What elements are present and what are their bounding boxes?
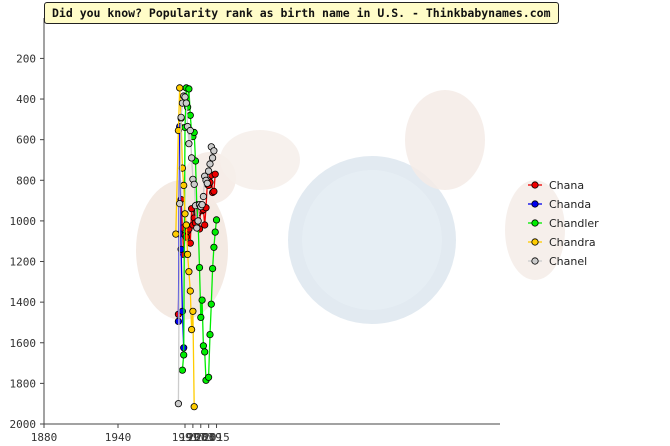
x-tick-label: 1880 <box>31 431 58 444</box>
data-point-chanel <box>193 224 201 232</box>
data-point-chandler <box>178 366 186 374</box>
legend-label-chandler: Chandler <box>549 217 599 230</box>
data-point-chanel <box>185 140 193 148</box>
chart-axes: 200 400 600 800 1000 1200 1400 1600 1800 20001880… <box>10 18 500 444</box>
data-point-chandler <box>185 85 193 93</box>
legend-item-chana: Chana <box>528 179 584 192</box>
data-point-chanel <box>188 154 196 162</box>
y-tick-label: 1600 <box>10 337 37 350</box>
chart-title: Did you know? Popularity rank as birth n… <box>44 2 559 24</box>
series-line-chandra <box>175 87 195 407</box>
y-tick-label: 1200 <box>10 256 37 269</box>
data-point-chandler <box>209 264 217 273</box>
x-tick-label: 1997 <box>180 431 207 444</box>
legend-label-chanda: Chanda <box>549 198 591 211</box>
data-point-chanel <box>203 179 211 187</box>
data-point-chanel <box>182 99 190 107</box>
data-point-chandler <box>205 373 213 381</box>
y-tick-label: 400 <box>16 93 36 106</box>
data-point-chandler <box>212 216 221 224</box>
legend-label-chana: Chana <box>549 179 584 192</box>
data-point-chandler <box>199 342 207 350</box>
x-tick-label: 1940 <box>105 431 132 444</box>
data-point-chandler <box>186 111 194 119</box>
legend-marker <box>531 257 539 265</box>
data-point-chandra <box>188 325 196 334</box>
data-point-chandra <box>181 210 189 218</box>
x-tick-label: 2015 <box>203 431 230 444</box>
data-point-chandra <box>180 181 188 189</box>
data-point-chandra <box>172 230 180 238</box>
data-point-chanel <box>194 217 202 225</box>
data-point-chandra <box>189 307 197 315</box>
data-point-chandra <box>186 287 194 295</box>
data-point-chana <box>201 221 209 229</box>
legend-item-chanel: Chanel <box>528 255 587 268</box>
data-point-chandler <box>197 313 205 321</box>
data-point-chandler <box>201 348 209 356</box>
y-tick-label: 600 <box>16 134 36 147</box>
legend-marker <box>531 181 539 189</box>
data-point-chana <box>186 239 194 247</box>
data-point-chandler <box>198 296 206 304</box>
data-point-chanel <box>176 200 184 208</box>
chart-legend: Chana Chanda Chandler Chandra Chanel <box>528 179 599 268</box>
x-tick-label: 1991 <box>172 431 199 444</box>
y-tick-label: 2000 <box>10 418 37 431</box>
data-point-chandler <box>211 228 219 236</box>
data-point-chandra <box>190 403 198 411</box>
data-point-chanel <box>209 154 217 162</box>
data-point-chanel <box>174 400 182 408</box>
x-tick-label: 2009 <box>195 431 222 444</box>
data-point-chanel <box>186 126 194 135</box>
data-point-chandra <box>185 268 193 276</box>
y-tick-label: 200 <box>16 52 36 65</box>
data-point-chandra <box>176 84 184 92</box>
data-point-chandra <box>182 221 190 229</box>
data-point-chanel <box>206 160 214 168</box>
legend-item-chandler: Chandler <box>528 217 599 230</box>
chart-series <box>172 84 221 411</box>
data-point-chana <box>210 187 218 195</box>
data-point-chanel <box>198 201 206 209</box>
y-tick-label: 1000 <box>10 215 37 228</box>
data-point-chanel <box>190 180 198 188</box>
x-tick-label: 2003 <box>188 431 215 444</box>
legend-marker <box>531 238 539 246</box>
legend-item-chandra: Chandra <box>528 236 596 249</box>
data-point-chanel <box>205 167 213 175</box>
legend-item-chanda: Chanda <box>528 198 591 211</box>
data-point-chanda <box>178 307 186 315</box>
data-point-chandler <box>206 330 214 339</box>
legend-label-chandra: Chandra <box>549 236 596 249</box>
data-point-chanel <box>199 192 207 201</box>
series-chanel <box>174 92 218 408</box>
data-point-chanel <box>177 113 185 121</box>
y-tick-label: 1400 <box>10 296 37 309</box>
data-point-chandra <box>174 126 182 135</box>
y-tick-label: 800 <box>16 174 36 187</box>
y-tick-label: 1800 <box>10 377 37 390</box>
data-point-chanel <box>181 93 189 101</box>
data-point-chana <box>211 170 219 178</box>
legend-marker <box>531 200 539 208</box>
legend-label-chanel: Chanel <box>549 255 587 268</box>
data-point-chandler <box>207 300 215 308</box>
data-point-chandler <box>180 351 188 359</box>
legend-marker <box>531 219 539 227</box>
data-point-chandra <box>184 250 192 258</box>
data-point-chanel <box>210 147 218 155</box>
data-point-chandler <box>210 243 218 251</box>
data-point-chandler <box>195 263 204 272</box>
